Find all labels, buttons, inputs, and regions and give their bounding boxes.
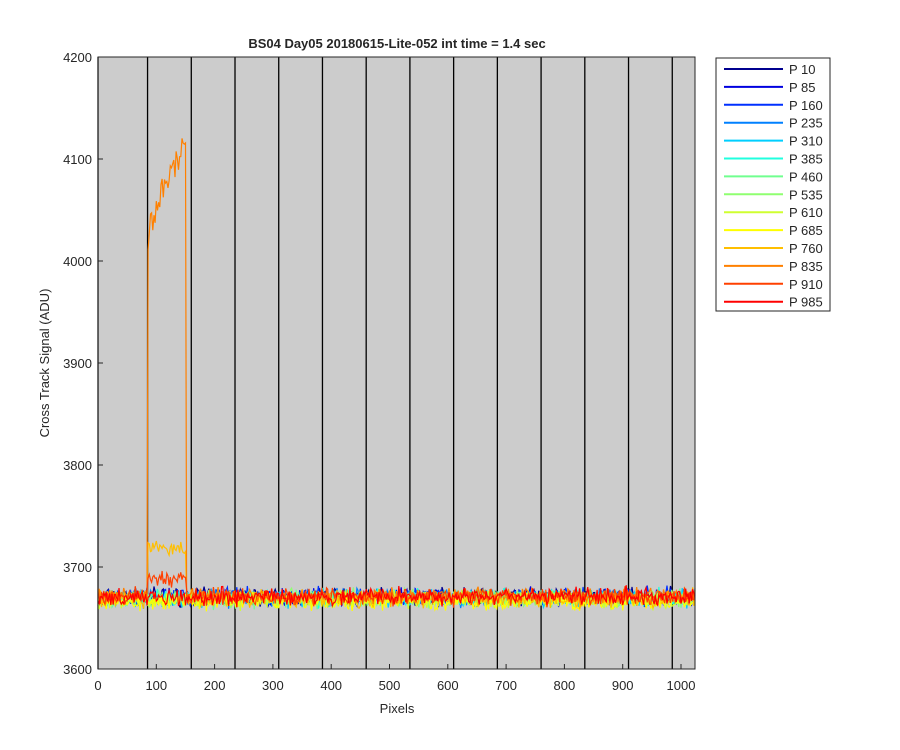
x-tick-label: 900 <box>612 678 634 693</box>
legend-label: P 685 <box>789 223 823 238</box>
x-tick-label: 0 <box>94 678 101 693</box>
legend-label: P 385 <box>789 152 823 167</box>
vertical-line-group <box>97 57 673 669</box>
legend-label: P 235 <box>789 116 823 131</box>
y-axis-label: Cross Track Signal (ADU) <box>37 289 52 438</box>
y-tick-label: 4000 <box>63 254 92 269</box>
legend-label: P 10 <box>789 62 816 77</box>
x-tick-label: 600 <box>437 678 459 693</box>
y-tick-label: 4100 <box>63 152 92 167</box>
y-axis: 3600 3700 3800 3900 4000 4100 4200 <box>63 50 103 677</box>
x-axis-label: Pixels <box>380 701 415 716</box>
x-tick-label: 200 <box>204 678 226 693</box>
legend-label: P 310 <box>789 134 823 149</box>
y-tick-label: 3600 <box>63 662 92 677</box>
chart-title: BS04 Day05 20180615-Lite-052 int time = … <box>248 36 545 51</box>
legend-label: P 535 <box>789 187 823 202</box>
legend-box <box>715 57 831 312</box>
legend-label: P 760 <box>789 241 823 256</box>
x-tick-label: 100 <box>145 678 167 693</box>
y-tick-label: 3900 <box>63 356 92 371</box>
series-group <box>97 138 696 612</box>
legend-label: P 910 <box>789 277 823 292</box>
y-tick-label: 4200 <box>63 50 92 65</box>
x-tick-label: 800 <box>554 678 576 693</box>
legend-label: P 460 <box>789 169 823 184</box>
legend-label: P 835 <box>789 259 823 274</box>
y-tick-label: 3800 <box>63 458 92 473</box>
legend-label: P 85 <box>789 80 816 95</box>
x-axis: 0 100 200 300 400 500 600 700 800 900 1000 <box>94 664 695 693</box>
x-tick-label: 300 <box>262 678 284 693</box>
x-tick-label: 1000 <box>667 678 696 693</box>
x-tick-label: 500 <box>379 678 401 693</box>
legend: P 10 P 85 P 160 P 235 P 310 P 385 P 460 P 535 P … <box>715 57 831 312</box>
series-line-p-985 <box>97 585 696 608</box>
x-tick-label: 700 <box>495 678 517 693</box>
plot-background <box>98 57 695 669</box>
x-tick-label: 400 <box>320 678 342 693</box>
legend-label: P 160 <box>789 98 823 113</box>
legend-label: P 610 <box>789 205 823 220</box>
y-tick-label: 3700 <box>63 560 92 575</box>
legend-label: P 985 <box>789 295 823 310</box>
